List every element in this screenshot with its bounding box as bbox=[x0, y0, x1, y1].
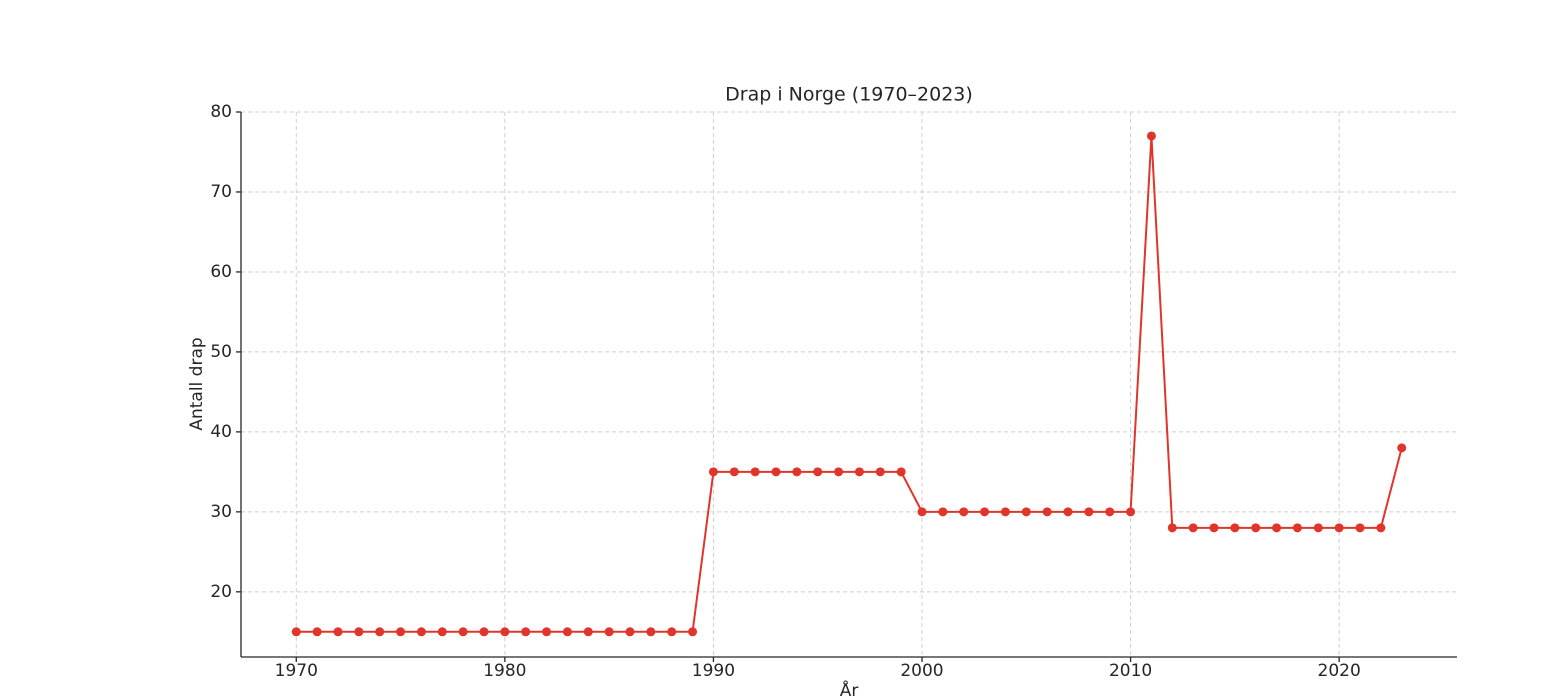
x-tick-label: 1970 bbox=[275, 661, 318, 681]
data-point bbox=[708, 467, 718, 477]
data-point bbox=[1167, 523, 1177, 533]
x-tick-label: 1980 bbox=[483, 661, 526, 681]
data-point bbox=[416, 627, 426, 637]
data-point bbox=[1355, 523, 1365, 533]
data-point bbox=[1334, 523, 1344, 533]
data-point bbox=[396, 627, 406, 637]
data-point bbox=[1376, 523, 1386, 533]
data-point bbox=[1042, 507, 1052, 517]
data-point bbox=[729, 467, 739, 477]
y-tick-label: 30 bbox=[210, 502, 232, 522]
y-tick-label: 70 bbox=[210, 182, 232, 202]
data-point bbox=[667, 627, 677, 637]
data-point bbox=[437, 627, 447, 637]
data-point bbox=[854, 467, 864, 477]
data-point bbox=[500, 627, 510, 637]
y-axis-label: Antall drap bbox=[187, 337, 207, 430]
data-point bbox=[1000, 507, 1010, 517]
y-tick-label: 50 bbox=[210, 342, 232, 362]
y-tick-label: 20 bbox=[210, 582, 232, 602]
data-point bbox=[1126, 507, 1136, 517]
data-point bbox=[834, 467, 844, 477]
x-tick-label: 1990 bbox=[692, 661, 735, 681]
data-point bbox=[1230, 523, 1240, 533]
y-tick-label: 60 bbox=[210, 262, 232, 282]
data-point bbox=[1188, 523, 1198, 533]
data-point bbox=[604, 627, 614, 637]
data-point bbox=[771, 467, 781, 477]
data-point bbox=[354, 627, 364, 637]
data-point bbox=[479, 627, 489, 637]
data-point bbox=[542, 627, 552, 637]
x-tick-label: 2010 bbox=[1109, 661, 1152, 681]
data-point bbox=[792, 467, 802, 477]
data-point bbox=[625, 627, 635, 637]
data-point bbox=[1084, 507, 1094, 517]
data-point bbox=[375, 627, 385, 637]
data-point bbox=[1251, 523, 1261, 533]
data-point bbox=[896, 467, 906, 477]
data-line bbox=[296, 135, 1403, 633]
data-point bbox=[521, 627, 531, 637]
data-point bbox=[1105, 507, 1115, 517]
data-point bbox=[688, 627, 698, 637]
data-point bbox=[583, 627, 593, 637]
x-axis-label: År bbox=[840, 679, 859, 697]
data-point bbox=[917, 507, 927, 517]
y-tick-label: 40 bbox=[210, 422, 232, 442]
data-point bbox=[980, 507, 990, 517]
data-point bbox=[562, 627, 572, 637]
data-point bbox=[1397, 443, 1407, 453]
data-point bbox=[1063, 507, 1073, 517]
data-point bbox=[1292, 523, 1302, 533]
data-point bbox=[458, 627, 468, 637]
data-point bbox=[875, 467, 885, 477]
data-point bbox=[646, 627, 656, 637]
y-tick-label: 80 bbox=[210, 102, 232, 122]
data-point bbox=[1146, 131, 1156, 141]
data-point bbox=[1272, 523, 1282, 533]
data-point bbox=[312, 627, 322, 637]
x-tick-label: 2020 bbox=[1318, 661, 1361, 681]
data-point bbox=[1209, 523, 1219, 533]
data-point bbox=[938, 507, 948, 517]
chart-title: Drap i Norge (1970–2023) bbox=[725, 84, 973, 106]
data-point bbox=[291, 627, 301, 637]
data-point bbox=[750, 467, 760, 477]
data-point bbox=[333, 627, 343, 637]
data-point bbox=[1313, 523, 1323, 533]
data-point bbox=[813, 467, 823, 477]
data-point bbox=[959, 507, 969, 517]
data-point bbox=[1021, 507, 1031, 517]
x-tick-label: 2000 bbox=[900, 661, 943, 681]
